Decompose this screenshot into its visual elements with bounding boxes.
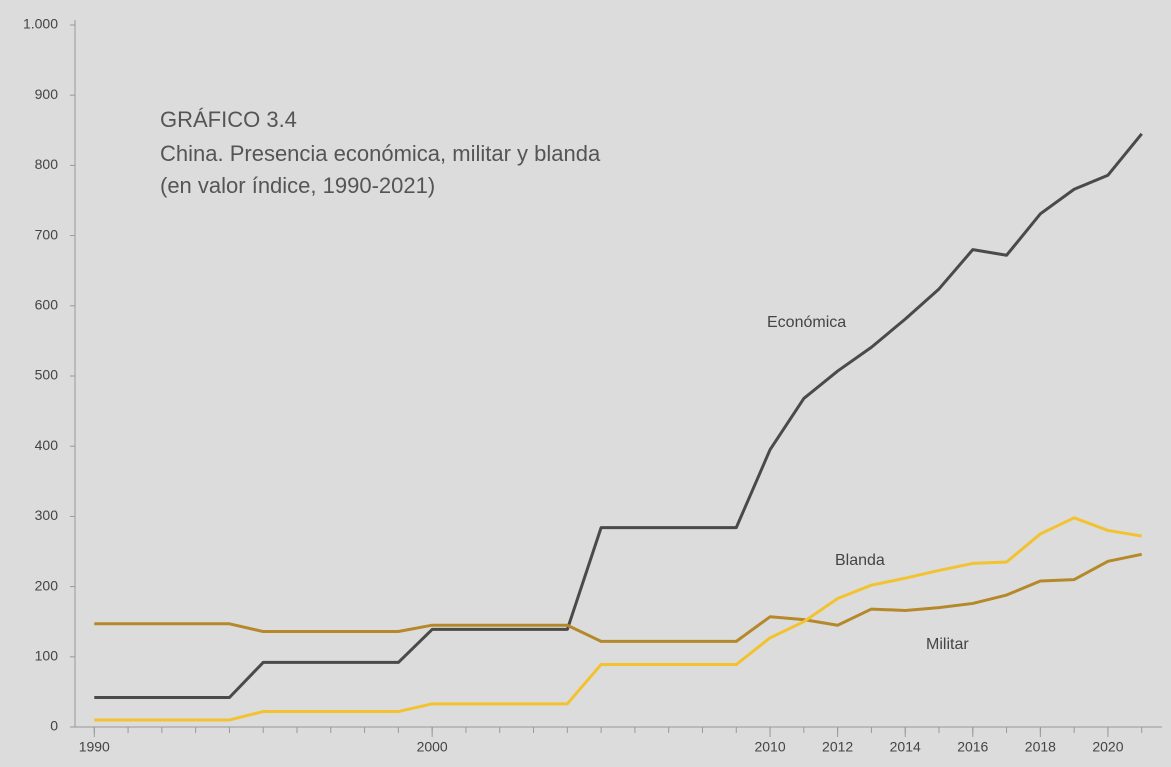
y-tick-label: 700 [35,226,59,242]
y-tick-label: 800 [35,156,59,172]
series-label: Económica [767,314,846,331]
y-tick-label: 300 [35,507,59,523]
x-tick-label: 2016 [957,739,988,755]
y-tick-label: 900 [35,86,59,102]
y-tick-label: 500 [35,367,59,383]
x-tick-label: 2020 [1092,739,1123,755]
series-line [94,552,1143,643]
x-tick-label: 2018 [1025,739,1056,755]
chart-title: GRÁFICO 3.4 [160,107,297,132]
x-tick-label: 2014 [890,739,921,755]
chart-subtitle: China. Presencia económica, militar y bl… [160,141,601,166]
x-tick-label: 2000 [417,739,448,755]
x-tick-label: 2010 [754,739,785,755]
y-tick-label: 1.000 [23,16,58,32]
series-line [94,516,1142,722]
x-tick-label: 2012 [822,739,853,755]
y-tick-label: 600 [35,297,59,313]
y-tick-label: 200 [35,577,59,593]
y-tick-label: 400 [35,437,59,453]
x-tick-label: 1990 [79,739,110,755]
chart-subtitle: (en valor índice, 1990-2021) [160,173,435,198]
series-line [94,132,1143,700]
series-label: Blanda [835,552,885,569]
y-tick-label: 0 [50,718,58,734]
y-tick-label: 100 [35,648,59,664]
series-label: Militar [926,636,969,653]
